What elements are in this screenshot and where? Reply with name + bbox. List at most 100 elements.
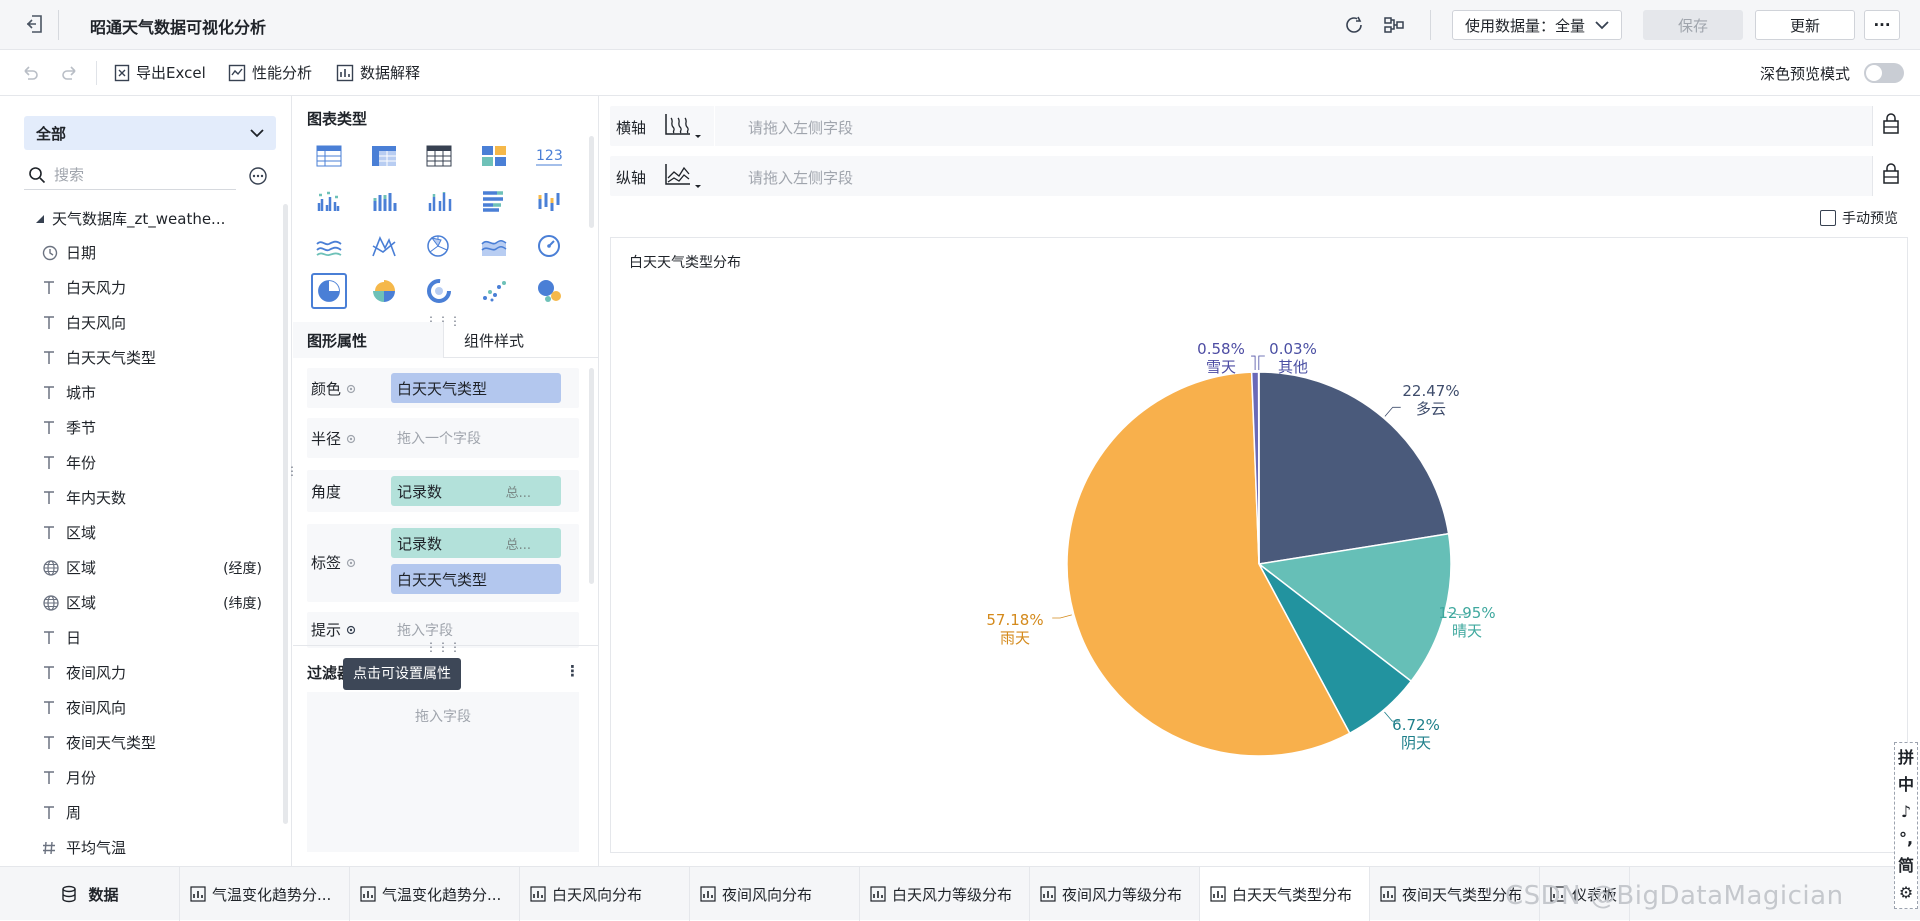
data-volume-select[interactable]: 使用数据量：全量 <box>1452 10 1622 40</box>
cross-table-icon[interactable] <box>366 138 402 174</box>
perf-label: 性能分析 <box>252 62 312 83</box>
field-item[interactable]: 白天风向 <box>36 305 262 340</box>
ime-button[interactable]: °, <box>1899 827 1913 851</box>
block-icon[interactable] <box>476 138 512 174</box>
multi-pie-icon[interactable] <box>366 273 402 309</box>
sheet-tab[interactable]: 白天天气类型分布 <box>1200 867 1370 921</box>
tab-component-style[interactable]: 组件样式 <box>443 322 599 358</box>
label-field-pill[interactable]: 记录数 总... <box>391 528 561 558</box>
manual-preview-checkbox[interactable] <box>1820 210 1836 226</box>
field-item[interactable]: 城市 <box>36 375 262 410</box>
dataset-node[interactable]: 天气数据库_zt_weathe... <box>36 208 225 229</box>
filter-drop-zone[interactable]: 拖入字段 <box>307 692 579 852</box>
field-item[interactable]: 季节 <box>36 410 262 445</box>
field-item[interactable]: 月份 <box>36 760 262 795</box>
y-axis-lock[interactable] <box>1872 156 1908 196</box>
sheet-tab[interactable]: 气温变化趋势分... <box>180 867 350 921</box>
pie-name-label: 雪天 <box>1206 358 1236 376</box>
group-bar-icon[interactable] <box>311 183 347 219</box>
ime-button[interactable]: ⚙ <box>1899 881 1913 905</box>
color-field-pill[interactable]: 白天天气类型 <box>391 373 561 403</box>
field-item[interactable]: 区域 <box>36 515 262 550</box>
dark-preview-toggle[interactable] <box>1864 63 1904 83</box>
perf-analysis-button[interactable]: 性能分析 <box>228 62 312 83</box>
search-box[interactable]: 搜索 <box>24 160 236 190</box>
more-options-icon[interactable] <box>248 166 268 186</box>
manual-preview[interactable]: 手动预览 <box>1820 208 1898 228</box>
ime-toolbar[interactable]: 拼中 ♪ °, 简 ⚙ <box>1894 742 1918 909</box>
field-item[interactable]: 年份 <box>36 445 262 480</box>
rose-icon[interactable] <box>421 228 457 264</box>
scrollbar[interactable] <box>589 368 594 584</box>
tip-drop-zone[interactable]: 拖入字段 <box>397 620 453 640</box>
multi-bar-icon[interactable] <box>421 183 457 219</box>
field-item[interactable]: 白天风力 <box>36 270 262 305</box>
field-item[interactable]: 夜间天气类型 <box>36 725 262 760</box>
scrollbar[interactable] <box>283 204 288 824</box>
angle-field-pill[interactable]: 记录数 总... <box>391 476 561 506</box>
export-excel-button[interactable]: 导出Excel <box>114 62 206 83</box>
bubble-icon[interactable] <box>531 273 567 309</box>
field-item[interactable]: 夜间风向 <box>36 690 262 725</box>
ring-icon[interactable] <box>421 273 457 309</box>
field-item[interactable]: 年内天数 <box>36 480 262 515</box>
redo-icon[interactable] <box>60 63 80 83</box>
exit-icon[interactable] <box>24 13 46 35</box>
data-explain-button[interactable]: 数据解释 <box>336 62 420 83</box>
ime-button[interactable]: 简 <box>1898 854 1914 878</box>
relation-icon[interactable] <box>1383 14 1405 36</box>
field-item[interactable]: 白天天气类型 <box>36 340 262 375</box>
field-item[interactable]: 日期 <box>36 235 262 270</box>
tab-graph-props[interactable]: 图形属性 <box>293 322 443 358</box>
field-item[interactable]: 区域(经度) <box>36 550 262 585</box>
filter-placeholder: 拖入字段 <box>415 706 471 852</box>
label-field-pill-2[interactable]: 白天天气类型 <box>391 564 561 594</box>
detail-table-icon[interactable] <box>421 138 457 174</box>
update-button[interactable]: 更新 <box>1755 10 1855 40</box>
save-button[interactable]: 保存 <box>1643 10 1743 40</box>
field-item[interactable]: 区域(纬度) <box>36 585 262 620</box>
sheet-tab[interactable]: 白天风力等级分布 <box>860 867 1030 921</box>
y-axis-icon[interactable] <box>662 162 702 190</box>
pie-chart-icon[interactable] <box>311 273 347 309</box>
range-bar-icon[interactable] <box>531 183 567 219</box>
gauge-icon[interactable] <box>531 228 567 264</box>
sheet-tab[interactable]: 夜间风力等级分布 <box>1030 867 1200 921</box>
x-axis-lock[interactable] <box>1872 106 1908 146</box>
drag-handle[interactable]: ⋮⋮⋮ <box>425 640 461 654</box>
x-axis-icon[interactable] <box>662 112 702 140</box>
area-line-icon[interactable] <box>311 228 347 264</box>
stacked-area-icon[interactable] <box>476 228 512 264</box>
radius-drop-zone[interactable]: 拖入一个字段 <box>397 428 481 448</box>
field-item[interactable]: 日 <box>36 620 262 655</box>
gear-icon[interactable] <box>345 557 357 569</box>
ime-button[interactable]: ♪ <box>1901 800 1911 824</box>
field-item[interactable]: 夜间风力 <box>36 655 262 690</box>
scatter-icon[interactable] <box>476 273 512 309</box>
undo-icon[interactable] <box>20 63 40 83</box>
filter-more-icon[interactable]: ⋮ <box>565 662 580 680</box>
y-axis-drop-zone[interactable]: 请拖入左侧字段 <box>748 167 853 188</box>
table-icon[interactable] <box>311 138 347 174</box>
stacked-bar-icon[interactable] <box>366 183 402 219</box>
gear-icon[interactable] <box>345 383 357 395</box>
field-item[interactable]: 周 <box>36 795 262 830</box>
kpi-icon[interactable]: 123 <box>531 138 567 174</box>
field-item[interactable]: 平均气温 <box>36 830 262 865</box>
radar-line-icon[interactable] <box>366 228 402 264</box>
gear-icon[interactable] <box>345 433 357 445</box>
scrollbar[interactable] <box>589 136 594 228</box>
sheet-tab[interactable]: 气温变化趋势分... <box>350 867 520 921</box>
gear-icon[interactable] <box>345 624 357 636</box>
x-axis-drop-zone[interactable]: 请拖入左侧字段 <box>748 117 853 138</box>
ime-button[interactable]: 拼 <box>1898 746 1914 770</box>
tab-data[interactable]: 数据 <box>0 867 180 921</box>
refresh-icon[interactable] <box>1343 14 1365 36</box>
stacked-hbar-icon[interactable] <box>476 183 512 219</box>
more-button[interactable]: ··· <box>1864 10 1900 40</box>
search-input[interactable]: 搜索 <box>54 164 84 185</box>
scope-select[interactable]: 全部 <box>24 116 276 150</box>
ime-button[interactable]: 中 <box>1898 773 1914 797</box>
sheet-tab[interactable]: 白天风向分布 <box>520 867 690 921</box>
sheet-tab[interactable]: 夜间风向分布 <box>690 867 860 921</box>
